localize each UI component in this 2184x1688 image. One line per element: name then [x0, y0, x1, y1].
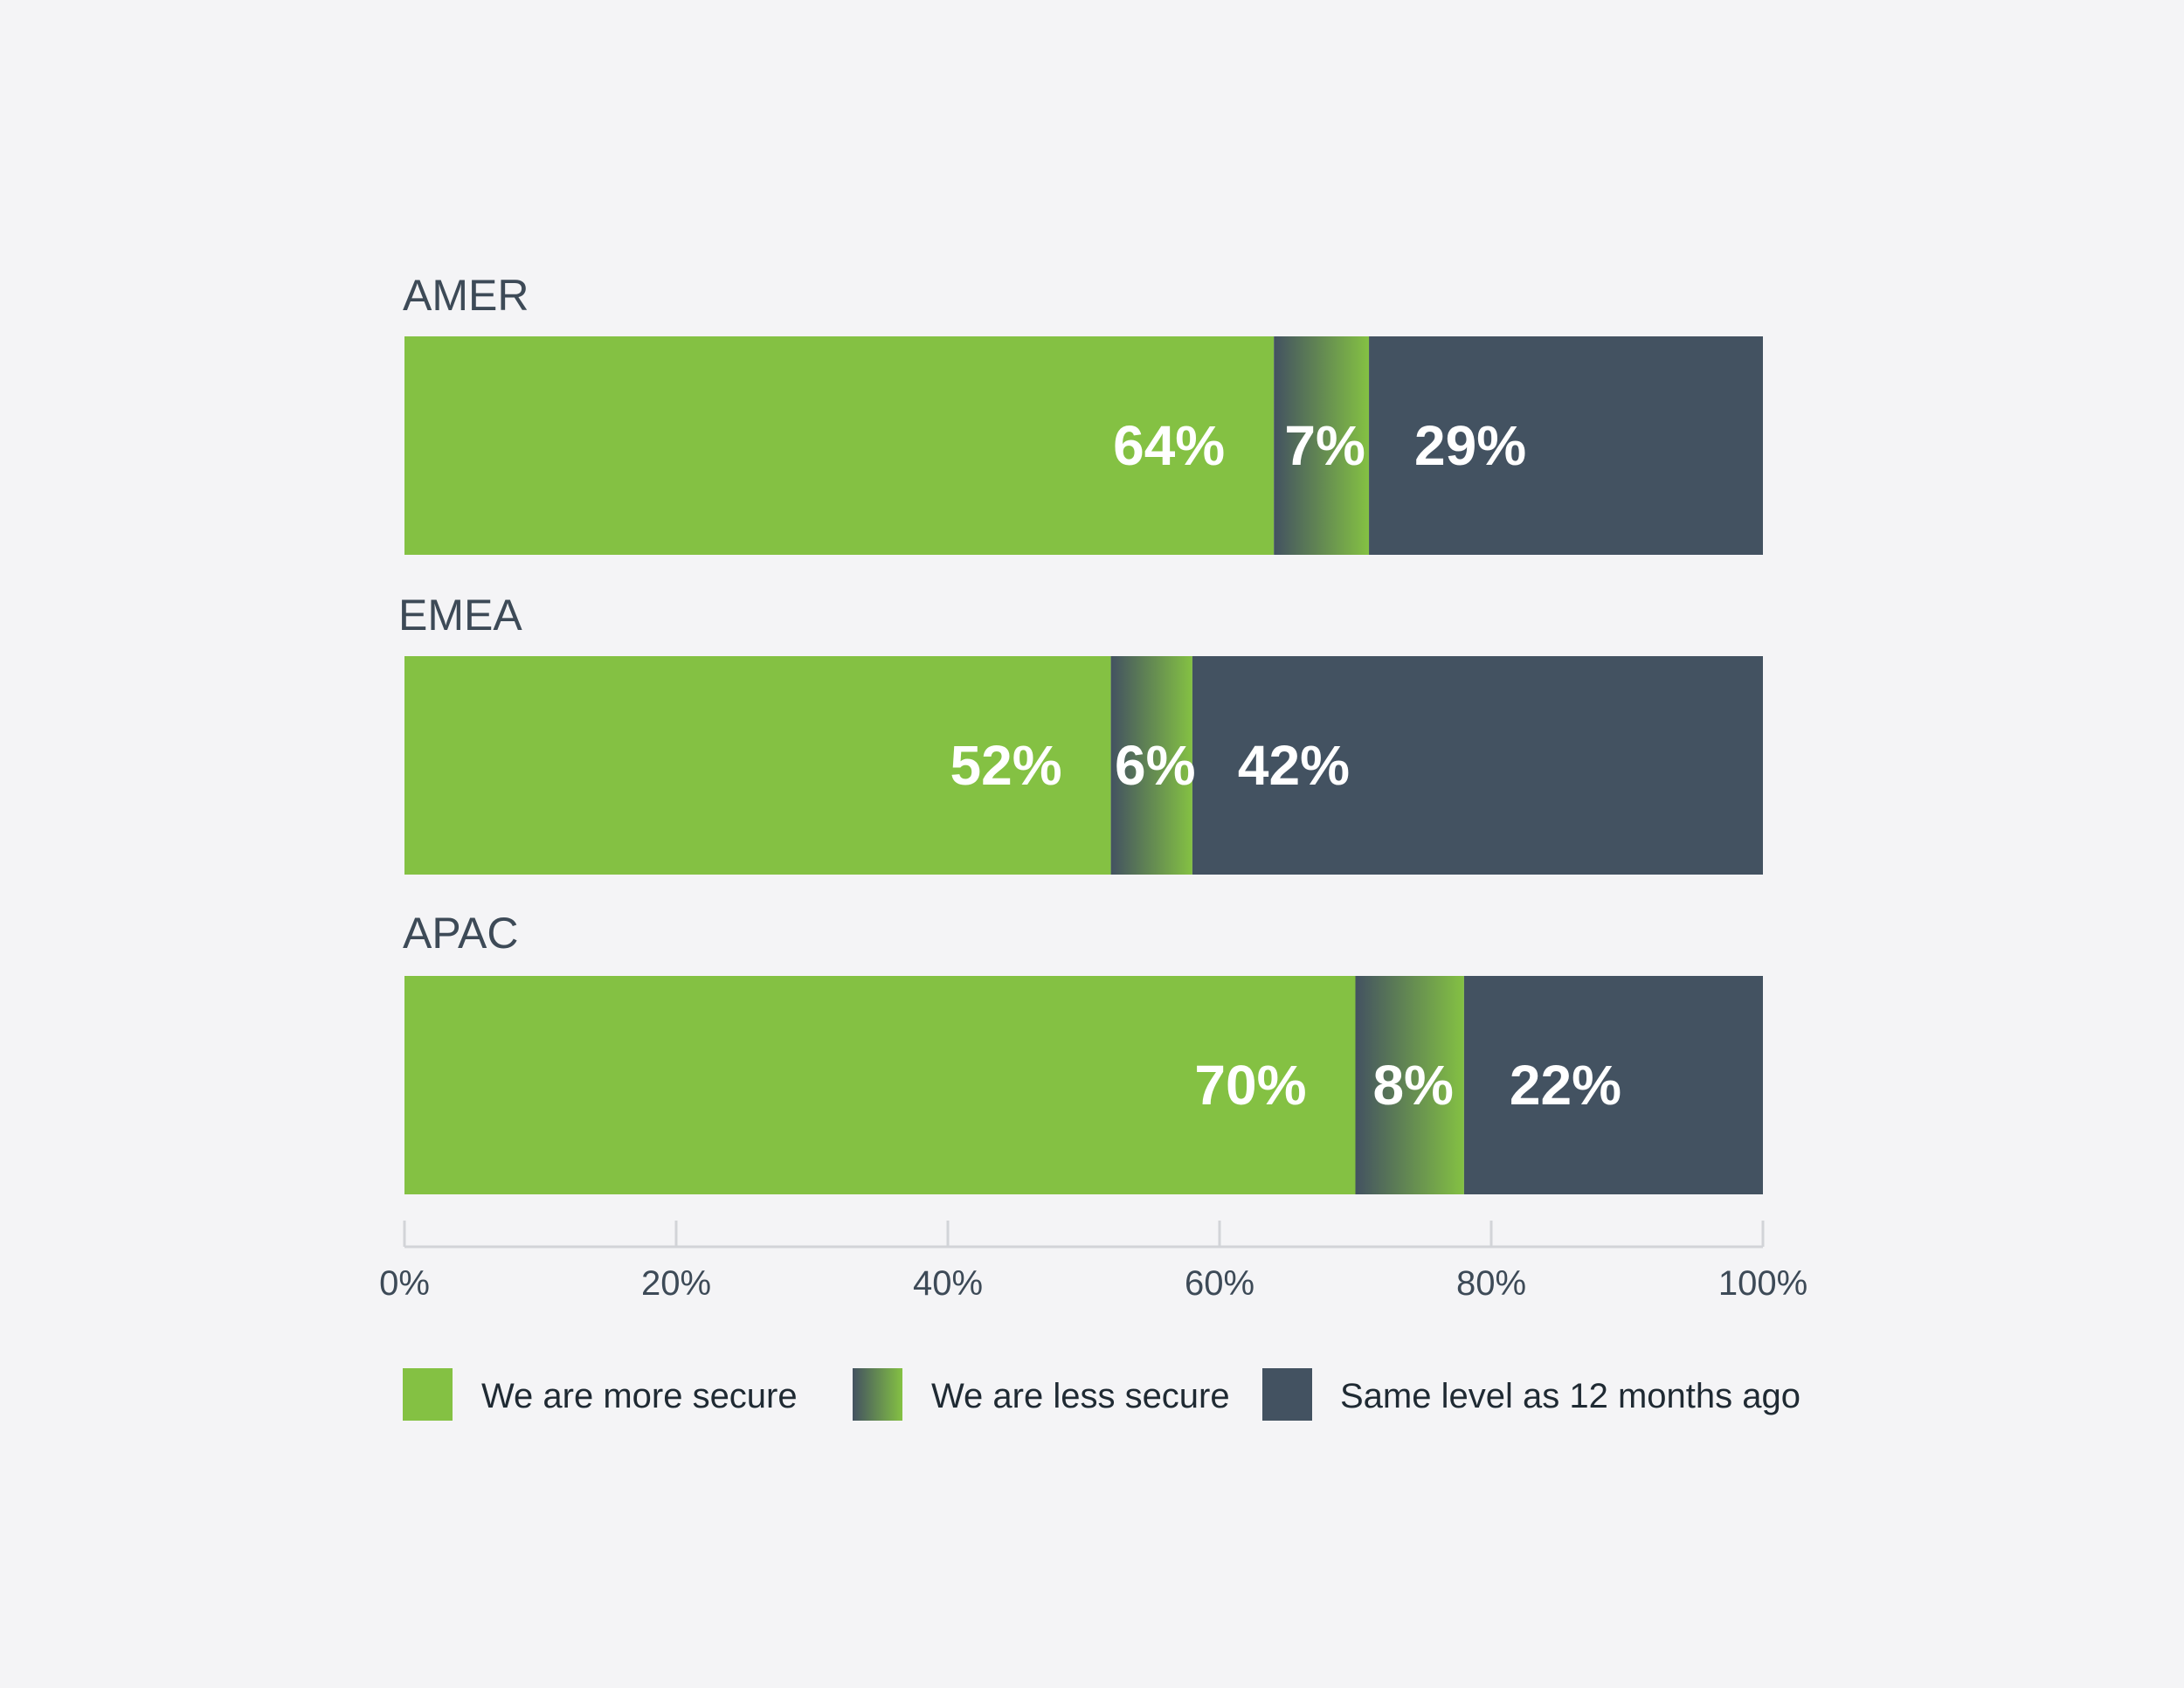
category-label-emea: EMEA: [398, 591, 522, 640]
bar-same-level: [1463, 976, 1763, 1194]
bar-less-secure: [1110, 656, 1192, 875]
x-tick-label: 0%: [379, 1264, 430, 1303]
legend-swatch-more-secure: [403, 1368, 453, 1421]
legend-item-more-secure: We are more secure: [403, 1368, 798, 1421]
legend-label-more-secure: We are more secure: [481, 1377, 798, 1415]
x-tick-label: 40%: [913, 1264, 983, 1303]
legend-label-less-secure: We are less secure: [931, 1377, 1230, 1415]
legend-label-same-level: Same level as 12 months ago: [1340, 1377, 1800, 1415]
legend: We are more secure We are less secure Same…: [403, 1368, 1800, 1421]
x-tick-label: 100%: [1718, 1264, 1807, 1303]
value-label-same-level: 22%: [1510, 1054, 1621, 1117]
legend-swatch-less-secure: [853, 1368, 902, 1421]
value-label-same-level: 29%: [1414, 414, 1526, 477]
value-label-more-secure: 64%: [1113, 414, 1225, 477]
x-axis: 0% 20% 40% 60% 80% 100%: [379, 1221, 1807, 1303]
value-label-more-secure: 70%: [1194, 1054, 1306, 1117]
value-label-more-secure: 52%: [950, 734, 1062, 797]
category-label-amer: AMER: [403, 271, 529, 320]
bar-more-secure: [404, 976, 1356, 1194]
bar-group-emea: EMEA 52% 6% 42%: [398, 591, 1763, 875]
value-label-less-secure: 7%: [1284, 414, 1365, 477]
bar-less-secure: [1274, 336, 1370, 555]
bar-same-level: [1369, 336, 1763, 555]
bars-layer: AMER 64% 7% 29% EMEA 52% 6% 42% APAC 70% 8% 22%: [398, 271, 1763, 1194]
bar-same-level: [1192, 656, 1763, 875]
bar-more-secure: [404, 336, 1275, 555]
x-tick-label: 60%: [1185, 1264, 1254, 1303]
legend-item-less-secure: We are less secure: [853, 1368, 1230, 1421]
value-label-same-level: 42%: [1238, 734, 1350, 797]
legend-item-same-level: Same level as 12 months ago: [1262, 1368, 1800, 1421]
x-tick-label: 20%: [641, 1264, 711, 1303]
category-label-apac: APAC: [403, 909, 518, 958]
x-tick-label: 80%: [1456, 1264, 1526, 1303]
bar-more-secure: [404, 656, 1111, 875]
bar-group-apac: APAC 70% 8% 22%: [403, 909, 1763, 1194]
value-label-less-secure: 6%: [1115, 734, 1196, 797]
bar-less-secure: [1355, 976, 1464, 1194]
legend-swatch-same-level: [1262, 1368, 1312, 1421]
bar-group-amer: AMER 64% 7% 29%: [403, 271, 1763, 555]
value-label-less-secure: 8%: [1372, 1054, 1454, 1117]
